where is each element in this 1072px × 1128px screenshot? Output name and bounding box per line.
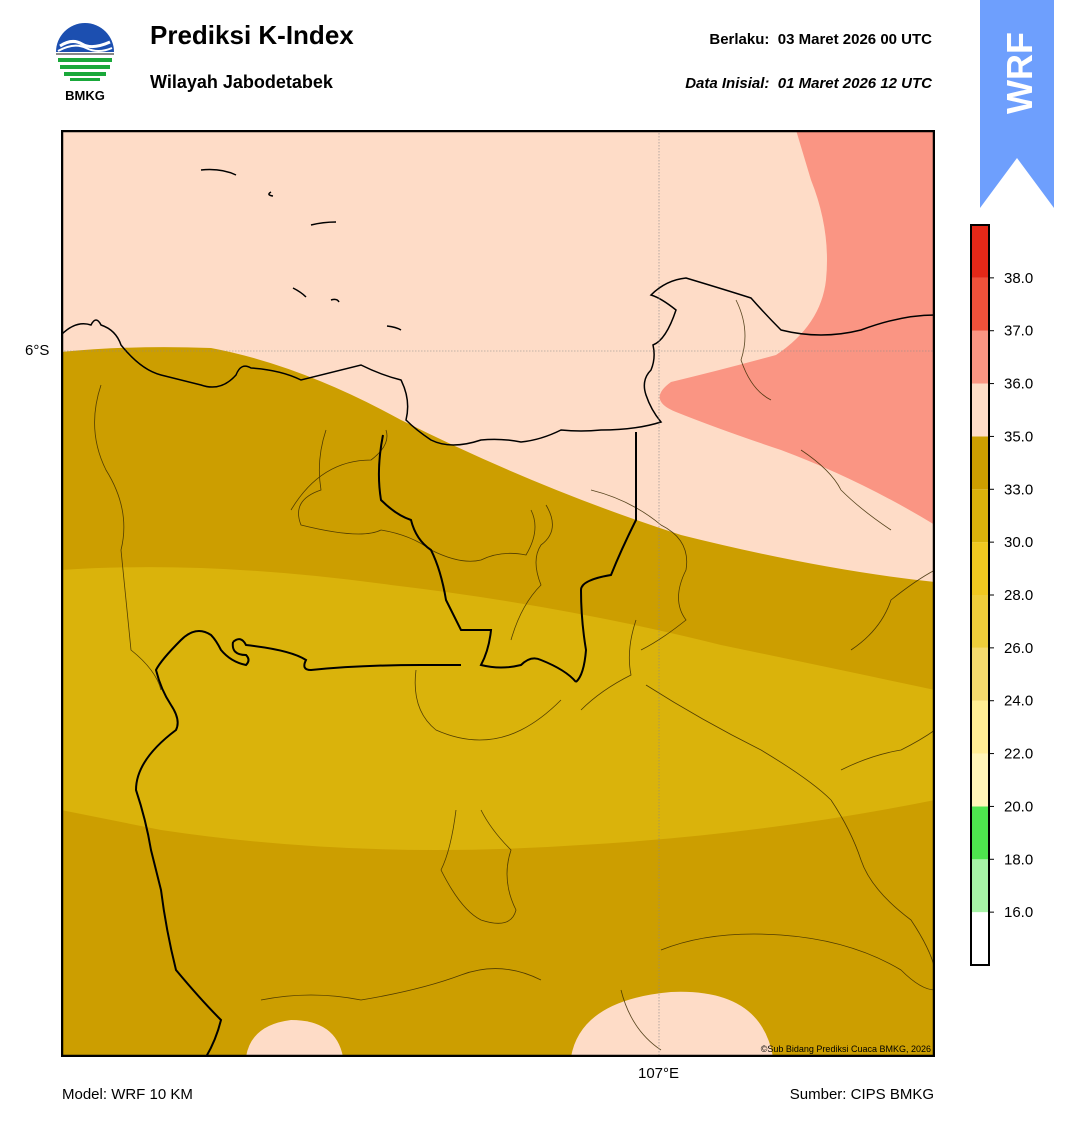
colorbar-band — [971, 700, 989, 754]
colorbar-tick-label: 35.0 — [1004, 428, 1033, 445]
colorbar-tick-label: 30.0 — [1004, 534, 1033, 551]
bmkg-logo-icon: BMKG — [56, 23, 114, 103]
valid-label: Berlaku: — [709, 31, 770, 48]
source-info: Sumber: CIPS BMKG — [789, 1086, 934, 1103]
band-36-37-ne — [659, 130, 935, 525]
colorbar-band — [971, 595, 989, 648]
wrf-badge-text: WRF — [999, 32, 1040, 114]
colorbar-band — [971, 277, 989, 331]
band-30-33 — [61, 567, 935, 850]
colorbar-band — [971, 225, 989, 278]
lat-label-6s: 6°S — [25, 342, 50, 359]
colorbar-tick-label: 33.0 — [1004, 481, 1033, 498]
band-35-36-south-a — [246, 1020, 343, 1057]
map-copyright: ©Sub Bidang Prediksi Cuaca BMKG, 2026 — [761, 1044, 931, 1054]
colorbar-tick-label: 38.0 — [1004, 270, 1033, 287]
colorbar-band — [971, 647, 989, 701]
k-index-map: ©Sub Bidang Prediksi Cuaca BMKG, 2026 — [61, 130, 935, 1057]
colorbar-band — [971, 330, 989, 384]
model-info: Model: WRF 10 KM — [62, 1086, 193, 1103]
init-time-value: 01 Maret 2026 12 UTC — [777, 75, 932, 92]
colorbar-band — [971, 542, 989, 595]
colorbar-tick-label: 16.0 — [1004, 904, 1033, 921]
colorbar-band — [971, 436, 989, 490]
logo-text: BMKG — [65, 88, 105, 103]
colorbar-band — [971, 912, 989, 965]
page-title: Prediksi K-Index — [150, 20, 354, 50]
valid-time-value: 03 Maret 2026 00 UTC — [777, 31, 932, 48]
colorbar-tick-label: 28.0 — [1004, 587, 1033, 604]
colorbar-band — [971, 489, 989, 543]
init-label: Data Inisial: — [685, 75, 770, 92]
page-subtitle: Wilayah Jabodetabek — [150, 72, 333, 92]
colorbar: 16.0 18.0 20.0 22.0 24.0 26.0 28.0 30.0 33.0 35.0… — [970, 224, 1033, 966]
wrf-badge-arrow — [980, 0, 1054, 208]
valid-time: Berlaku: 03 Maret 2026 00 UTC — [709, 31, 932, 48]
lon-label-107e: 107°E — [638, 1065, 680, 1082]
init-time: Data Inisial: 01 Maret 2026 12 UTC — [685, 75, 932, 92]
colorbar-tick-label: 20.0 — [1004, 798, 1033, 815]
colorbar-tick-label: 22.0 — [1004, 746, 1033, 763]
band-35-36 — [61, 130, 935, 582]
colorbar-tick-label: 24.0 — [1004, 693, 1033, 710]
wrf-badge: WRF — [980, 0, 1054, 208]
colorbar-tick-label: 37.0 — [1004, 323, 1033, 340]
colorbar-band — [971, 806, 989, 860]
band-35-36-south-b — [571, 991, 773, 1057]
colorbar-band — [971, 383, 989, 437]
colorbar-tick-label: 18.0 — [1004, 851, 1033, 868]
colorbar-band — [971, 859, 989, 913]
colorbar-tick-label: 26.0 — [1004, 640, 1033, 657]
colorbar-tick-label: 36.0 — [1004, 376, 1033, 393]
colorbar-band — [971, 753, 989, 807]
